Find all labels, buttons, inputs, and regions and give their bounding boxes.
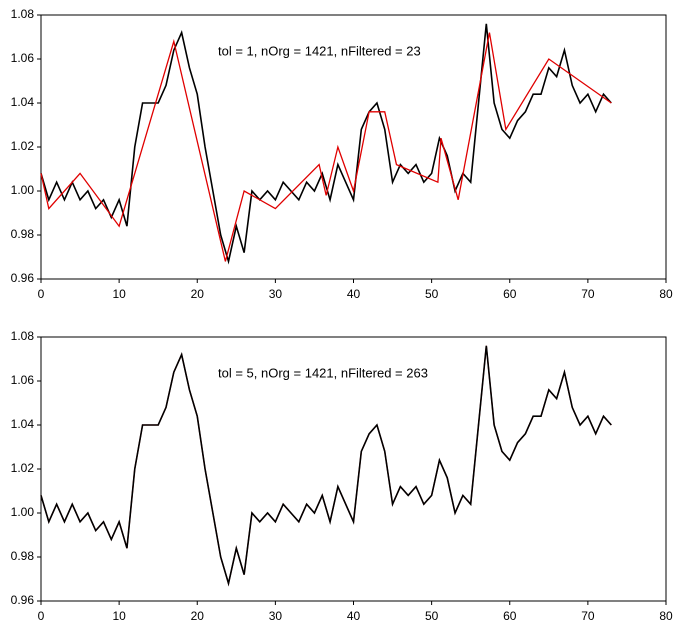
x-tick-label: 80 bbox=[659, 287, 673, 301]
y-tick-label: 1.04 bbox=[11, 417, 35, 431]
y-tick-label: 1.06 bbox=[11, 51, 35, 65]
y-tick-label: 1.00 bbox=[11, 183, 35, 197]
y-tick-label: 1.00 bbox=[11, 505, 35, 519]
y-tick-label: 1.06 bbox=[11, 373, 35, 387]
x-tick-label: 10 bbox=[112, 609, 126, 623]
x-tick-label: 80 bbox=[659, 609, 673, 623]
x-tick-label: 30 bbox=[269, 609, 283, 623]
x-tick-label: 60 bbox=[503, 287, 517, 301]
x-tick-label: 40 bbox=[347, 287, 361, 301]
y-tick-label: 1.02 bbox=[11, 139, 35, 153]
annotation: tol = 5, nOrg = 1421, nFiltered = 263 bbox=[218, 365, 428, 380]
data-line bbox=[40, 345, 612, 587]
data-line bbox=[40, 23, 612, 265]
x-tick-label: 60 bbox=[503, 609, 517, 623]
x-tick-label: 40 bbox=[347, 609, 361, 623]
x-tick-label: 30 bbox=[269, 287, 283, 301]
y-tick-label: 1.08 bbox=[11, 7, 35, 21]
y-tick-label: 1.08 bbox=[11, 329, 35, 343]
x-tick-label: 20 bbox=[191, 609, 205, 623]
x-tick-label: 10 bbox=[112, 287, 126, 301]
y-tick-label: 0.96 bbox=[11, 271, 35, 285]
x-tick-label: 20 bbox=[191, 287, 205, 301]
x-tick-label: 0 bbox=[38, 287, 45, 301]
x-tick-label: 50 bbox=[425, 287, 439, 301]
x-tick-label: 50 bbox=[425, 609, 439, 623]
x-tick-label: 70 bbox=[581, 609, 595, 623]
y-tick-label: 0.96 bbox=[11, 593, 35, 607]
y-tick-label: 0.98 bbox=[11, 227, 35, 241]
data-line bbox=[40, 32, 612, 262]
annotation: tol = 1, nOrg = 1421, nFiltered = 23 bbox=[218, 43, 421, 58]
y-tick-label: 1.02 bbox=[11, 461, 35, 475]
x-tick-label: 70 bbox=[581, 287, 595, 301]
y-tick-label: 0.98 bbox=[11, 549, 35, 563]
y-tick-label: 1.04 bbox=[11, 95, 35, 109]
x-tick-label: 0 bbox=[38, 609, 45, 623]
